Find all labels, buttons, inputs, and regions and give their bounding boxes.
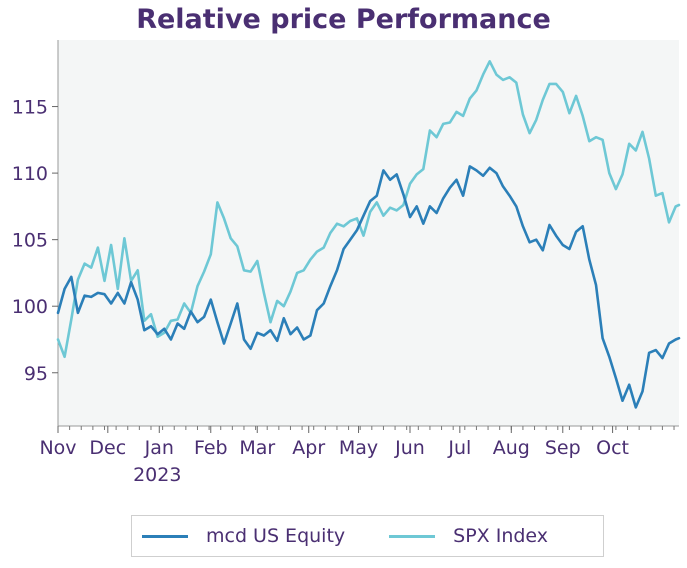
series-layer [56,59,681,409]
series-line-mcd [56,165,681,409]
x-tick-label-feb: Feb [194,437,228,459]
legend: mcd US Equity SPX Index [131,515,604,557]
legend-item-spx: SPX Index [389,525,548,547]
axis-ticks [52,40,679,433]
x-tick-label-apr: Apr [292,437,325,459]
y-tick-label: 105 [12,230,48,252]
x-tick-label-dec: Dec [89,437,126,459]
legend-label-mcd: mcd US Equity [206,525,346,547]
series-line-spx [56,59,681,359]
x-tick-label-nov: Nov [39,437,76,459]
x-tick-label-may: May [339,437,378,459]
plot-area [58,40,679,426]
x-tick-label-aug: Aug [493,437,530,459]
x-tick-label-jun: Jun [394,437,425,459]
x-tick-label-mar: Mar [239,437,275,459]
legend-item-mcd: mcd US Equity [142,525,345,547]
y-tick-label: 95 [24,363,48,385]
x-tick-label-jul: Jul [447,437,471,459]
x-tick-label-sep: Sep [545,437,581,459]
y-tick-label: 110 [12,163,48,185]
y-tick-label: 100 [12,296,48,318]
legend-swatch-spx [389,534,436,538]
legend-label-spx: SPX Index [453,525,549,547]
x-tick-year-label: 2023 [133,464,181,486]
y-tick-label: 115 [12,97,48,119]
x-tick-label-oct: Oct [596,437,629,459]
x-tick-label-jan: Jan [144,437,174,459]
chart-title: Relative price Performance [136,4,551,35]
tick-labels: 95 100 105 110 115 Nov Dec Jan 2023 Feb Mar Apr May J… [12,97,629,486]
legend-swatch-mcd [142,534,188,538]
